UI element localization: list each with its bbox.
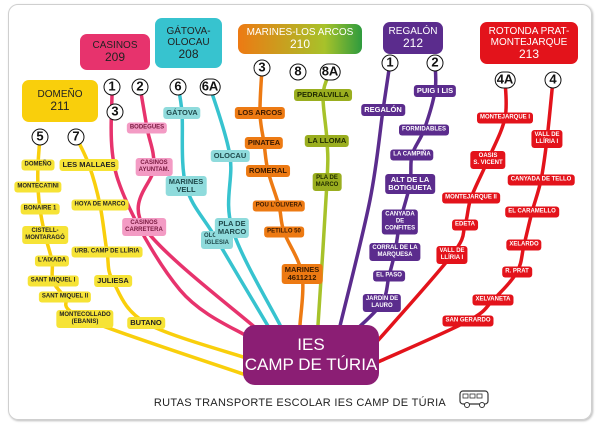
line-badge-212-2: 2 — [426, 54, 444, 72]
stop-label: MONTEJARQUE II — [442, 192, 500, 204]
stop-label: PEDRALVILLA — [294, 89, 352, 101]
stop-label: LA CAMPIÑA — [390, 149, 434, 161]
route-name: REGALÓN — [388, 26, 438, 37]
stop-label: SANT MIQUEL I — [27, 275, 79, 287]
stop-label: FORMIDABLES — [399, 124, 449, 136]
route-name: ROTONDA PRAT- MONTEJARQUE — [488, 25, 570, 48]
line-badge-211-5: 5 — [31, 128, 49, 146]
line-badge-209-2: 2 — [131, 78, 149, 96]
stop-label: REGALÓN — [361, 104, 405, 116]
route-line-212-2 — [354, 61, 438, 332]
line-badge-211-7: 7 — [67, 128, 85, 146]
stop-label: DOMEÑO — [21, 159, 55, 171]
route-number: 213 — [518, 46, 540, 61]
line-badge-212-1: 1 — [381, 54, 399, 72]
stop-label: CANYADA DE TELLO — [507, 174, 575, 186]
line-badge-208-6: 6 — [169, 78, 187, 96]
stop-label: EL PASO — [373, 270, 405, 282]
stop-label: LES MALLAES — [59, 159, 119, 171]
stop-label: EL CARAMELLO — [505, 206, 559, 218]
route-line-208-6A — [208, 85, 282, 327]
stop-label: VALL DE LLÍRIA I — [531, 130, 563, 148]
page-frame — [8, 4, 592, 420]
line-badge-213-4: 4 — [544, 71, 562, 89]
route-header-212: REGALÓN 212 — [383, 22, 443, 54]
stop-label: POU L'OLIVERA — [252, 200, 306, 212]
stop-label: CORRAL DE LA MARQUESA — [369, 243, 421, 261]
stop-label: CASINOS CARRETERA — [122, 218, 166, 236]
route-header-213: ROTONDA PRAT- MONTEJARQUE 213 — [480, 22, 578, 64]
stop-label: PETILLO 50 — [264, 226, 304, 238]
stop-label: SANT MIQUEL II — [38, 291, 92, 303]
line-badge-209-1: 1 — [103, 78, 121, 96]
route-name: DOMEÑO — [37, 89, 83, 100]
route-name: CASINOS — [92, 40, 138, 51]
stop-label: PLA DE MARCO — [214, 218, 250, 238]
stop-label: LA LLOMA — [304, 135, 350, 147]
route-name: MARINES-LOS ARCOS — [246, 27, 354, 38]
stop-label: XELARDO — [506, 239, 542, 251]
line-badge-210-8: 8 — [289, 63, 307, 81]
route-name: GÁTOVA- OLOCAU — [166, 25, 211, 48]
route-line-209-2 — [136, 85, 260, 332]
stop-label: SAN GERARDO — [442, 315, 494, 327]
route-line-209-1 — [109, 85, 252, 340]
stop-label: BUTANO — [127, 317, 165, 329]
route-number: 209 — [104, 50, 126, 64]
destination-box: IES CAMP DE TÚRIA — [243, 325, 379, 385]
stop-label: PINATEA — [244, 137, 284, 149]
stop-label: L'AIXADA — [34, 255, 70, 267]
destination-line1: IES — [297, 335, 325, 354]
stop-label: BODEGUES — [126, 122, 168, 134]
route-number: 210 — [289, 37, 311, 51]
stop-label: CASINOS AYUNTAM. — [135, 158, 173, 176]
stop-label: MONTECATINI — [14, 181, 62, 193]
stop-label: MONTEJARQUE I — [476, 112, 534, 124]
route-header-208: GÁTOVA- OLOCAU 208 — [155, 18, 222, 68]
stop-label: ALT DE LA BOTIGUETA — [385, 174, 435, 194]
route-line-212-1 — [338, 61, 392, 328]
stop-label: URB. CAMP DE LLÍRIA — [71, 246, 143, 258]
stop-label: PLA DE MARCO — [312, 173, 342, 191]
stop-label: HOYA DE MARCO — [71, 199, 129, 211]
stop-label: MARINES VELL — [165, 176, 207, 196]
stop-label: CISTELL- MONTARAGÓ — [22, 226, 68, 244]
line-badge-213-4A: 4A — [494, 71, 516, 89]
stop-label: BONAIRE 1 — [20, 203, 60, 215]
stop-label: OLOCAU — [210, 150, 250, 162]
line-badge-209-3: 3 — [106, 103, 124, 121]
stop-label: EDETA — [452, 219, 478, 231]
line-badge-208-6A: 6A — [199, 78, 221, 96]
stop-label: ROMERAL — [246, 165, 290, 177]
route-line-210-8A — [316, 70, 332, 327]
stop-label: LOS ARCOS — [234, 107, 286, 119]
stop-label: MONTECOLLADO (EBANIS) — [56, 310, 114, 328]
route-header-210: MARINES-LOS ARCOS 210 — [238, 24, 362, 54]
stop-label: JULIESA — [94, 275, 132, 287]
footer-title: RUTAS TRANSPORTE ESCOLAR IES CAMP DE TÚR… — [153, 397, 447, 409]
bus-icon — [459, 390, 489, 408]
stop-label: VALL DE LLÍRIA I — [436, 246, 468, 264]
stop-label: R. PRAT — [502, 266, 532, 278]
stop-label: CANYADA DE CONFITES — [381, 209, 419, 235]
stop-label: GÁTOVA — [163, 107, 201, 119]
line-badge-210-8A: 8A — [319, 63, 341, 81]
route-number: 212 — [402, 36, 424, 50]
destination-line2: CAMP DE TÚRIA — [244, 355, 378, 374]
route-number: 208 — [178, 46, 199, 61]
route-number: 211 — [50, 99, 70, 113]
stop-label: MARINES 4611212 — [281, 264, 323, 284]
stop-label: JARDÍN DE LAURO — [362, 294, 402, 312]
stop-label: PUIG I LIS — [413, 85, 457, 97]
line-badge-210-3: 3 — [253, 59, 271, 77]
stop-label: OASIS S. VICENT — [470, 151, 506, 169]
stop-label: XELVANETA — [472, 294, 514, 306]
route-header-211: DOMEÑO 211 — [22, 80, 98, 122]
route-header-209: CASINOS 209 — [80, 34, 150, 70]
